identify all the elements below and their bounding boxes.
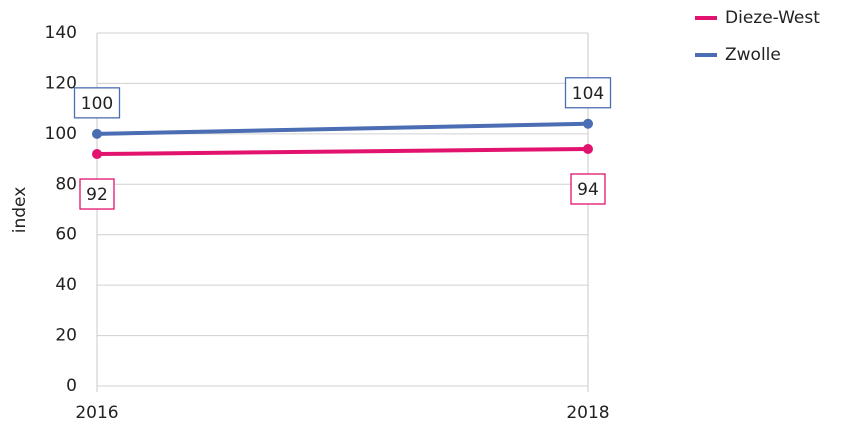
data-label-box	[79, 178, 115, 210]
x-tick-label: 2018	[566, 403, 609, 423]
y-tick-label: 60	[55, 225, 77, 245]
data-label-box	[570, 173, 606, 205]
legend-label: Dieze-West	[725, 8, 820, 28]
data-label-box	[564, 77, 612, 109]
point	[583, 118, 593, 129]
data-label: 100	[81, 94, 113, 114]
x-tick-label: 2016	[75, 403, 118, 423]
point	[92, 128, 102, 139]
data-label: 94	[577, 180, 599, 200]
data-label-box	[73, 87, 121, 119]
data-label: 92	[86, 185, 108, 205]
y-tick-label: 140	[45, 23, 77, 43]
y-tick-label: 80	[55, 174, 77, 194]
data-label: 104	[572, 84, 604, 104]
series-line	[96, 146, 589, 157]
y-axis-label: index	[10, 187, 30, 234]
series-line	[96, 121, 589, 136]
point	[92, 149, 102, 160]
y-tick-label: 100	[45, 124, 77, 144]
y-tick-label: 0	[66, 376, 77, 396]
legend-label: Zwolle	[725, 45, 781, 65]
y-tick-label: 20	[55, 326, 77, 346]
point	[583, 143, 593, 154]
y-tick-label: 40	[55, 275, 77, 295]
y-tick-label: 120	[45, 73, 77, 93]
